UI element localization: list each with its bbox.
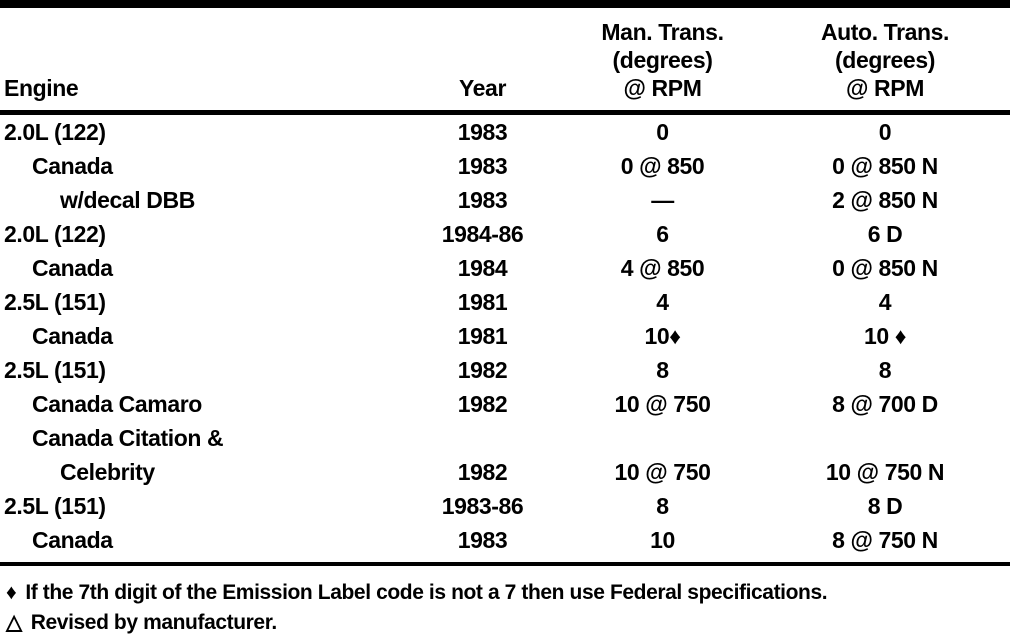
engine-cell: w/decal DBB — [60, 187, 195, 213]
table-row: Canada Camaro 1982 10 @ 750 8 @ 700 D — [0, 387, 1010, 421]
year-cell: 1981 — [457, 323, 508, 349]
year-cell: 1983 — [457, 153, 508, 179]
auto-trans-cell: 2 @ 850 N — [832, 187, 938, 213]
man-trans-cell: 4 — [656, 289, 669, 315]
auto-trans-header-line1: Auto. Trans. — [820, 19, 950, 45]
man-trans-cell: 8 — [656, 493, 669, 519]
man-trans-cell: 4 @ 850 — [620, 255, 705, 281]
footnote-federal-specs: ♦ If the 7th digit of the Emission Label … — [6, 578, 1024, 608]
footnote-text: Revised by manufacturer. — [30, 611, 277, 634]
year-cell: 1983 — [457, 187, 508, 213]
table-row: 2.0L (122) 1984-86 6 6 D — [0, 217, 1010, 251]
engine-cell: Canada — [32, 153, 113, 179]
diamond-icon: ♦ — [6, 581, 17, 604]
year-cell — [400, 421, 565, 455]
footnotes: ♦ If the 7th digit of the Emission Label … — [0, 566, 1024, 638]
table-row: 2.5L (151) 1983-86 8 8 D — [0, 489, 1010, 523]
engine-cell: Canada — [32, 527, 113, 553]
man-trans-header-line2: (degrees) — [612, 47, 713, 73]
table-row: 2.5L (151) 1982 8 8 — [0, 353, 1010, 387]
engine-cell: Canada — [32, 255, 113, 281]
triangle-icon: △ — [6, 611, 22, 634]
man-trans-cell: 10 @ 750 — [614, 459, 711, 485]
auto-trans-header-line3: @ RPM — [846, 75, 924, 101]
column-header-man-trans: Man. Trans. (degrees) @ RPM — [565, 18, 760, 110]
engine-cell: 2.0L (122) — [4, 221, 106, 247]
year-cell: 1982 — [457, 459, 508, 485]
engine-cell: 2.0L (122) — [4, 119, 106, 145]
auto-trans-cell: 8 — [878, 357, 892, 383]
year-cell: 1981 — [457, 289, 508, 315]
engine-cell: Canada Citation & — [32, 425, 224, 451]
engine-cell: Canada Camaro — [32, 391, 202, 417]
man-trans-cell: 6 — [656, 221, 669, 247]
man-trans-header-line1: Man. Trans. — [601, 19, 724, 45]
auto-trans-cell: 8 @ 750 N — [832, 527, 938, 553]
engine-cell: 2.5L (151) — [4, 493, 106, 519]
man-trans-cell — [565, 421, 760, 455]
auto-trans-cell: 8 D — [867, 493, 903, 519]
man-trans-cell: 8 — [656, 357, 669, 383]
year-cell: 1984-86 — [441, 221, 524, 247]
man-trans-cell: 10 — [650, 527, 675, 553]
table-row: Canada 1981 10♦ 10 ♦ — [0, 319, 1010, 353]
table-row: 2.5L (151) 1981 4 4 — [0, 285, 1010, 319]
man-trans-cell: 0 @ 850 — [620, 153, 705, 179]
auto-trans-cell: 8 @ 700 D — [832, 391, 938, 417]
table-body: 2.0L (122) 1983 0 0 Canada 1983 0 @ 850 … — [0, 115, 1024, 557]
auto-trans-cell: 10 @ 750 N — [825, 459, 945, 485]
year-cell: 1983 — [457, 527, 508, 553]
column-header-engine: Engine — [4, 75, 79, 101]
engine-cell: Celebrity — [60, 459, 155, 485]
man-trans-header-line3: @ RPM — [623, 75, 702, 101]
year-cell: 1983-86 — [441, 493, 524, 519]
man-trans-cell: 0 — [656, 119, 669, 145]
table-row: w/decal DBB 1983 — 2 @ 850 N — [0, 183, 1010, 217]
table-row: Canada 1983 0 @ 850 0 @ 850 N — [0, 149, 1010, 183]
man-trans-cell: 10 @ 750 — [614, 391, 711, 417]
table-row: Canada Citation & — [0, 421, 1010, 455]
bottom-rule — [0, 562, 1010, 566]
year-cell: 1984 — [457, 255, 508, 281]
auto-trans-header-line2: (degrees) — [835, 47, 935, 73]
table-row: Celebrity 1982 10 @ 750 10 @ 750 N — [0, 455, 1010, 489]
auto-trans-cell: 0 @ 850 N — [832, 255, 938, 281]
auto-trans-cell: 10 ♦ — [863, 323, 907, 349]
auto-trans-cell: 0 — [878, 119, 892, 145]
engine-cell: 2.5L (151) — [4, 357, 106, 383]
man-trans-cell: 10♦ — [644, 323, 681, 349]
top-rule — [0, 0, 1010, 8]
column-header-year: Year — [458, 75, 506, 101]
year-cell: 1982 — [457, 391, 508, 417]
engine-cell: Canada — [32, 323, 113, 349]
auto-trans-cell: 6 D — [867, 221, 903, 247]
table-row: Canada 1983 10 8 @ 750 N — [0, 523, 1010, 557]
man-trans-cell: — — [651, 187, 674, 213]
year-cell: 1982 — [457, 357, 508, 383]
header-divider-rule — [0, 110, 1010, 115]
engine-cell: 2.5L (151) — [4, 289, 106, 315]
year-cell: 1983 — [457, 119, 508, 145]
table-header: Engine Year Man. Trans. (degrees) @ RPM … — [0, 8, 1010, 110]
table-row: 2.0L (122) 1983 0 0 — [0, 115, 1010, 149]
footnote-revised: △ Revised by manufacturer. — [6, 608, 1024, 638]
auto-trans-cell — [760, 421, 1010, 455]
table-row: Canada 1984 4 @ 850 0 @ 850 N — [0, 251, 1010, 285]
footnote-text: If the 7th digit of the Emission Label c… — [25, 581, 828, 604]
auto-trans-cell: 0 @ 850 N — [832, 153, 938, 179]
auto-trans-cell: 4 — [878, 289, 892, 315]
column-header-auto-trans: Auto. Trans. (degrees) @ RPM — [760, 18, 1010, 110]
